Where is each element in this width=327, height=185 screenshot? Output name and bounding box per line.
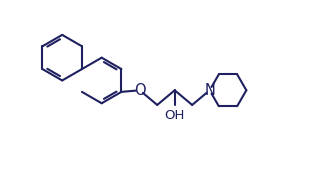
Text: OH: OH — [164, 109, 185, 122]
Text: O: O — [134, 83, 146, 98]
Text: N: N — [204, 83, 215, 98]
